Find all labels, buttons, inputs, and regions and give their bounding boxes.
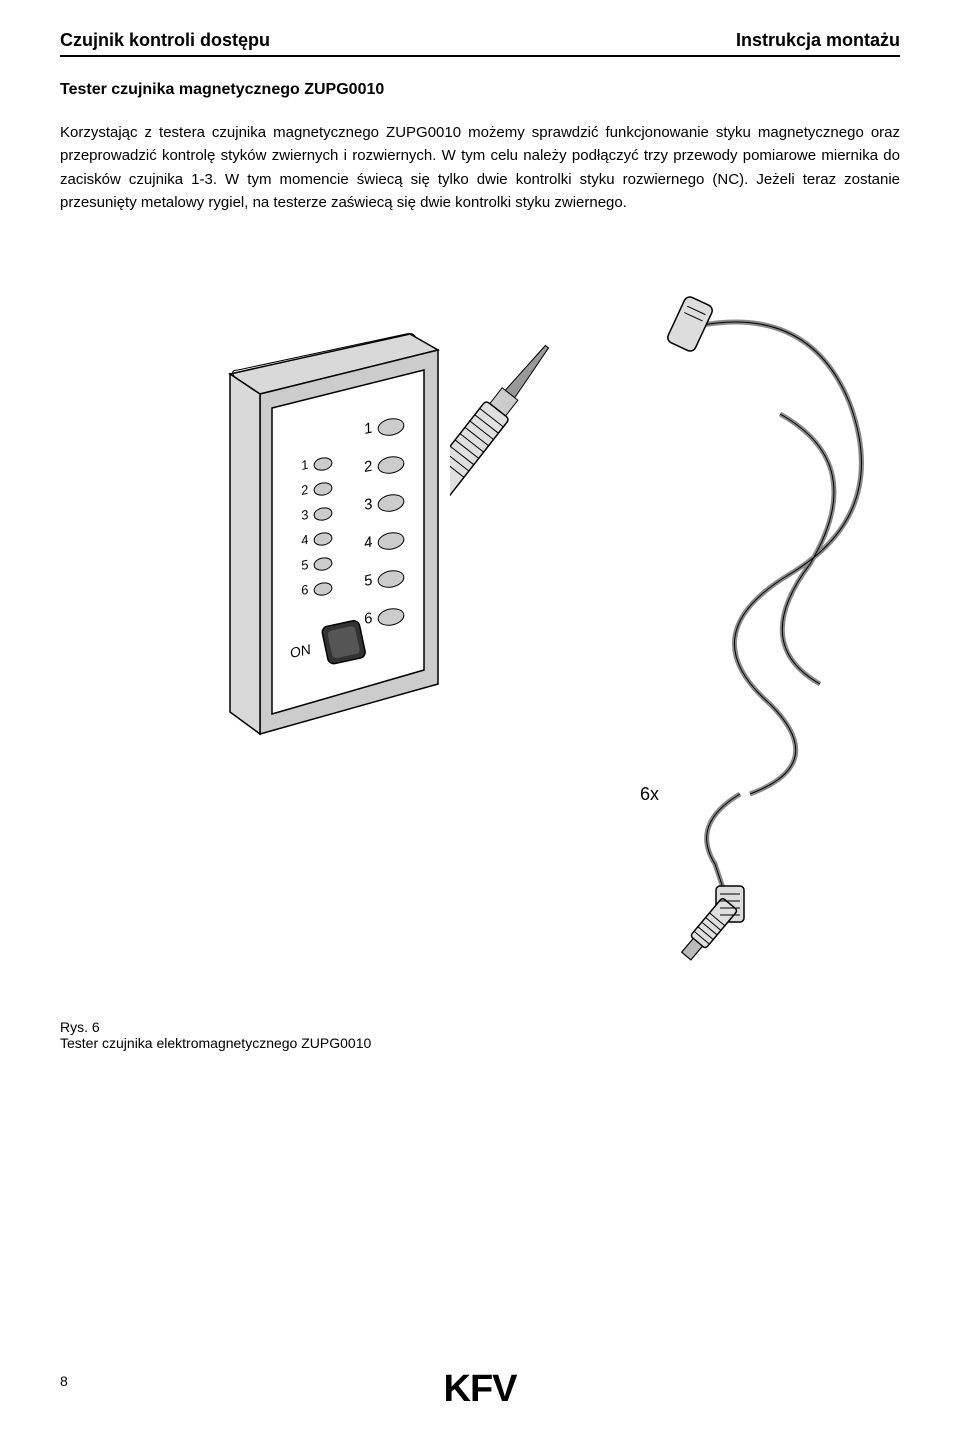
header-left: Czujnik kontroli dostępu	[60, 30, 270, 51]
probe-cable-diagram	[450, 264, 930, 984]
body-text: Korzystając z testera czujnika magnetycz…	[60, 121, 900, 214]
tester-device-diagram: 1 2 3 4 5 6 1 2 3 4 5 6 ON	[190, 314, 470, 774]
page-header: Czujnik kontroli dostępu Instrukcja mont…	[60, 0, 900, 57]
caption-line1: Rys. 6	[60, 1019, 100, 1035]
page-number: 8	[60, 1373, 68, 1389]
footer-logo: KFV	[444, 1368, 517, 1411]
header-right: Instrukcja montażu	[736, 30, 900, 51]
caption-line2: Tester czujnika elektromagnetycznego ZUP…	[60, 1035, 371, 1051]
six-x-label: 6x	[640, 784, 659, 805]
section-title: Tester czujnika magnetycznego ZUPG0010	[60, 81, 900, 99]
figure-area: 1 2 3 4 5 6 1 2 3 4 5 6 ON	[60, 274, 900, 994]
figure-caption: Rys. 6 Tester czujnika elektromagnetyczn…	[60, 1019, 900, 1051]
